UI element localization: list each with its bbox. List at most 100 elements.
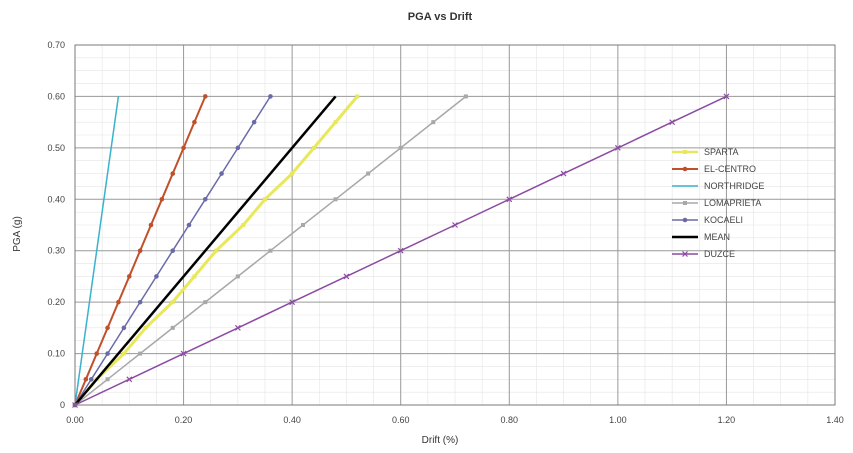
y-tick-label: 0.30 — [47, 246, 65, 256]
data-point — [159, 196, 165, 202]
x-tick-label: 0.20 — [175, 415, 193, 425]
y-tick-label: 0.10 — [47, 349, 65, 359]
data-point — [333, 120, 338, 125]
data-point — [506, 196, 513, 203]
y-tick-label: 0.60 — [47, 91, 65, 101]
legend-label: NORTHRIDGE — [704, 181, 764, 191]
data-point — [235, 145, 241, 151]
data-point — [138, 351, 143, 356]
y-tick-label: 0 — [60, 400, 65, 410]
data-point — [311, 145, 316, 150]
data-point — [560, 170, 567, 177]
y-axis-title: PGA (g) — [12, 216, 23, 252]
data-point — [289, 299, 296, 306]
data-point — [192, 119, 197, 125]
data-point — [397, 247, 404, 254]
data-point — [431, 120, 436, 125]
x-tick-label: 0.40 — [283, 415, 301, 425]
y-tick-label: 0.70 — [47, 40, 65, 50]
legend-item: LOMAPRIETA — [672, 198, 761, 208]
chart-title: PGA vs Drift — [408, 11, 473, 23]
x-tick-label: 0.60 — [392, 415, 410, 425]
data-point — [83, 376, 89, 382]
series-line — [74, 96, 120, 406]
x-tick-label: 1.00 — [609, 415, 627, 425]
data-point — [682, 217, 688, 223]
data-point — [268, 248, 273, 253]
data-point — [290, 171, 295, 176]
data-point — [126, 376, 133, 383]
data-point — [148, 222, 154, 228]
data-point — [105, 351, 110, 356]
legend-item: NORTHRIDGE — [672, 181, 764, 191]
data-point — [452, 222, 458, 228]
data-point — [192, 274, 197, 279]
legend-item: SPARTA — [672, 147, 739, 157]
data-point — [121, 351, 126, 356]
y-tick-label: 0.20 — [47, 297, 65, 307]
data-point — [723, 93, 730, 100]
data-point — [214, 248, 219, 253]
x-tick-label: 1.20 — [718, 415, 736, 425]
legend-item: DUZCE — [672, 249, 735, 259]
data-point — [154, 274, 159, 279]
data-point — [669, 119, 676, 126]
data-point — [202, 196, 208, 202]
data-point — [343, 273, 350, 280]
legend-label: LOMAPRIETA — [704, 198, 761, 208]
data-point — [268, 94, 273, 99]
series-el-centro — [72, 94, 208, 408]
data-point — [398, 145, 403, 150]
data-point — [235, 274, 240, 279]
data-point — [121, 325, 127, 331]
data-point — [683, 201, 687, 205]
data-point — [682, 166, 688, 172]
legend: SPARTA EL-CENTRO NORTHRIDGE LOMAPRIETA KOCAE… — [672, 147, 764, 259]
data-point — [614, 144, 621, 151]
series-northridge — [74, 96, 120, 406]
data-point — [88, 376, 94, 382]
x-tick-label: 0.80 — [501, 415, 519, 425]
data-point — [682, 251, 688, 257]
data-point — [143, 325, 148, 330]
data-point — [137, 248, 143, 254]
legend-item: MEAN — [672, 232, 730, 242]
data-point — [301, 223, 305, 227]
y-tick-label: 0.50 — [47, 143, 65, 153]
data-point — [126, 274, 132, 279]
data-point — [203, 300, 208, 305]
x-tick-label: 1.40 — [826, 415, 844, 425]
legend-label: MEAN — [704, 232, 730, 242]
data-point — [355, 94, 360, 99]
data-point — [234, 324, 241, 331]
data-point — [186, 222, 192, 228]
data-point — [241, 223, 246, 227]
data-point — [683, 150, 687, 154]
data-point — [170, 325, 175, 330]
data-point — [181, 145, 186, 151]
data-point — [263, 197, 267, 202]
legend-label: SPARTA — [704, 147, 739, 157]
legend-label: DUZCE — [704, 249, 735, 259]
data-point — [366, 171, 371, 176]
data-point — [105, 377, 110, 382]
x-tick-label: 0.00 — [66, 415, 84, 425]
data-point — [463, 94, 468, 99]
series-duzce — [72, 93, 730, 408]
legend-item: EL-CENTRO — [672, 164, 756, 174]
data-point — [170, 171, 176, 176]
series-layer — [72, 93, 730, 408]
data-point — [180, 350, 187, 357]
x-axis-title: Drift (%) — [422, 435, 459, 446]
grid — [74, 44, 836, 406]
data-point — [105, 325, 110, 331]
data-point — [333, 197, 338, 202]
data-point — [170, 248, 176, 254]
data-point — [170, 300, 175, 305]
data-point — [137, 299, 143, 305]
y-tick-label: 0.40 — [47, 194, 65, 204]
series-line — [74, 95, 337, 406]
legend-label: KOCAELI — [704, 215, 743, 225]
